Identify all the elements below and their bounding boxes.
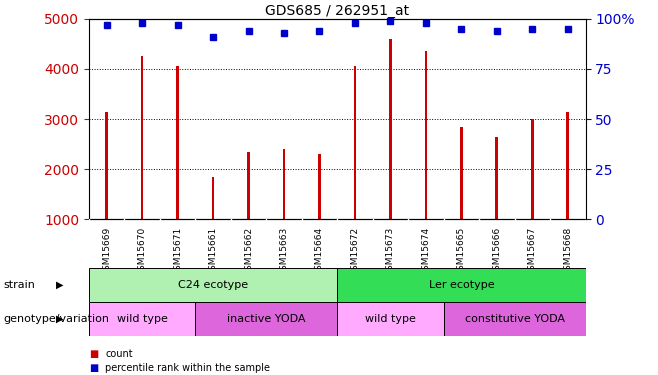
Text: wild type: wild type [116,314,168,324]
Text: GSM15667: GSM15667 [528,226,537,276]
Text: GSM15674: GSM15674 [421,226,430,276]
Text: GSM15661: GSM15661 [209,226,218,276]
Bar [460,127,463,219]
Bar [247,152,250,219]
Bar [105,111,108,219]
Text: GSM15672: GSM15672 [351,226,359,276]
Text: GSM15669: GSM15669 [102,226,111,276]
Text: GSM15666: GSM15666 [492,226,501,276]
Bar [337,302,443,336]
Bar [141,56,143,219]
Bar [212,177,215,219]
Text: C24 ecotype: C24 ecotype [178,280,248,290]
Bar [176,66,179,219]
Text: count: count [105,350,133,359]
Text: genotype/variation: genotype/variation [3,314,109,324]
Text: GSM15662: GSM15662 [244,226,253,276]
Text: GSM15664: GSM15664 [315,226,324,276]
Text: strain: strain [3,280,35,290]
Bar [424,51,427,219]
Bar [495,136,498,219]
Text: Ler ecotype: Ler ecotype [428,280,494,290]
Title: GDS685 / 262951_at: GDS685 / 262951_at [265,4,409,18]
Text: ■: ■ [89,363,98,373]
Text: constitutive YODA: constitutive YODA [465,314,565,324]
Bar [89,268,337,302]
Bar [89,302,195,336]
Text: GSM15665: GSM15665 [457,226,466,276]
Text: GSM15670: GSM15670 [138,226,147,276]
Text: GSM15673: GSM15673 [386,226,395,276]
Text: percentile rank within the sample: percentile rank within the sample [105,363,270,373]
Bar [318,154,321,219]
Bar [389,39,392,219]
Bar [531,119,534,219]
Bar [195,302,337,336]
Bar [443,302,586,336]
Text: GSM15663: GSM15663 [280,226,288,276]
Bar [282,149,286,219]
Text: GSM15671: GSM15671 [173,226,182,276]
Text: ■: ■ [89,350,98,359]
Bar [353,66,357,219]
Text: GSM15668: GSM15668 [563,226,572,276]
Text: wild type: wild type [365,314,416,324]
Text: ▶: ▶ [56,314,63,324]
Bar [337,268,586,302]
Text: inactive YODA: inactive YODA [227,314,305,324]
Text: ▶: ▶ [56,280,63,290]
Bar [567,111,569,219]
